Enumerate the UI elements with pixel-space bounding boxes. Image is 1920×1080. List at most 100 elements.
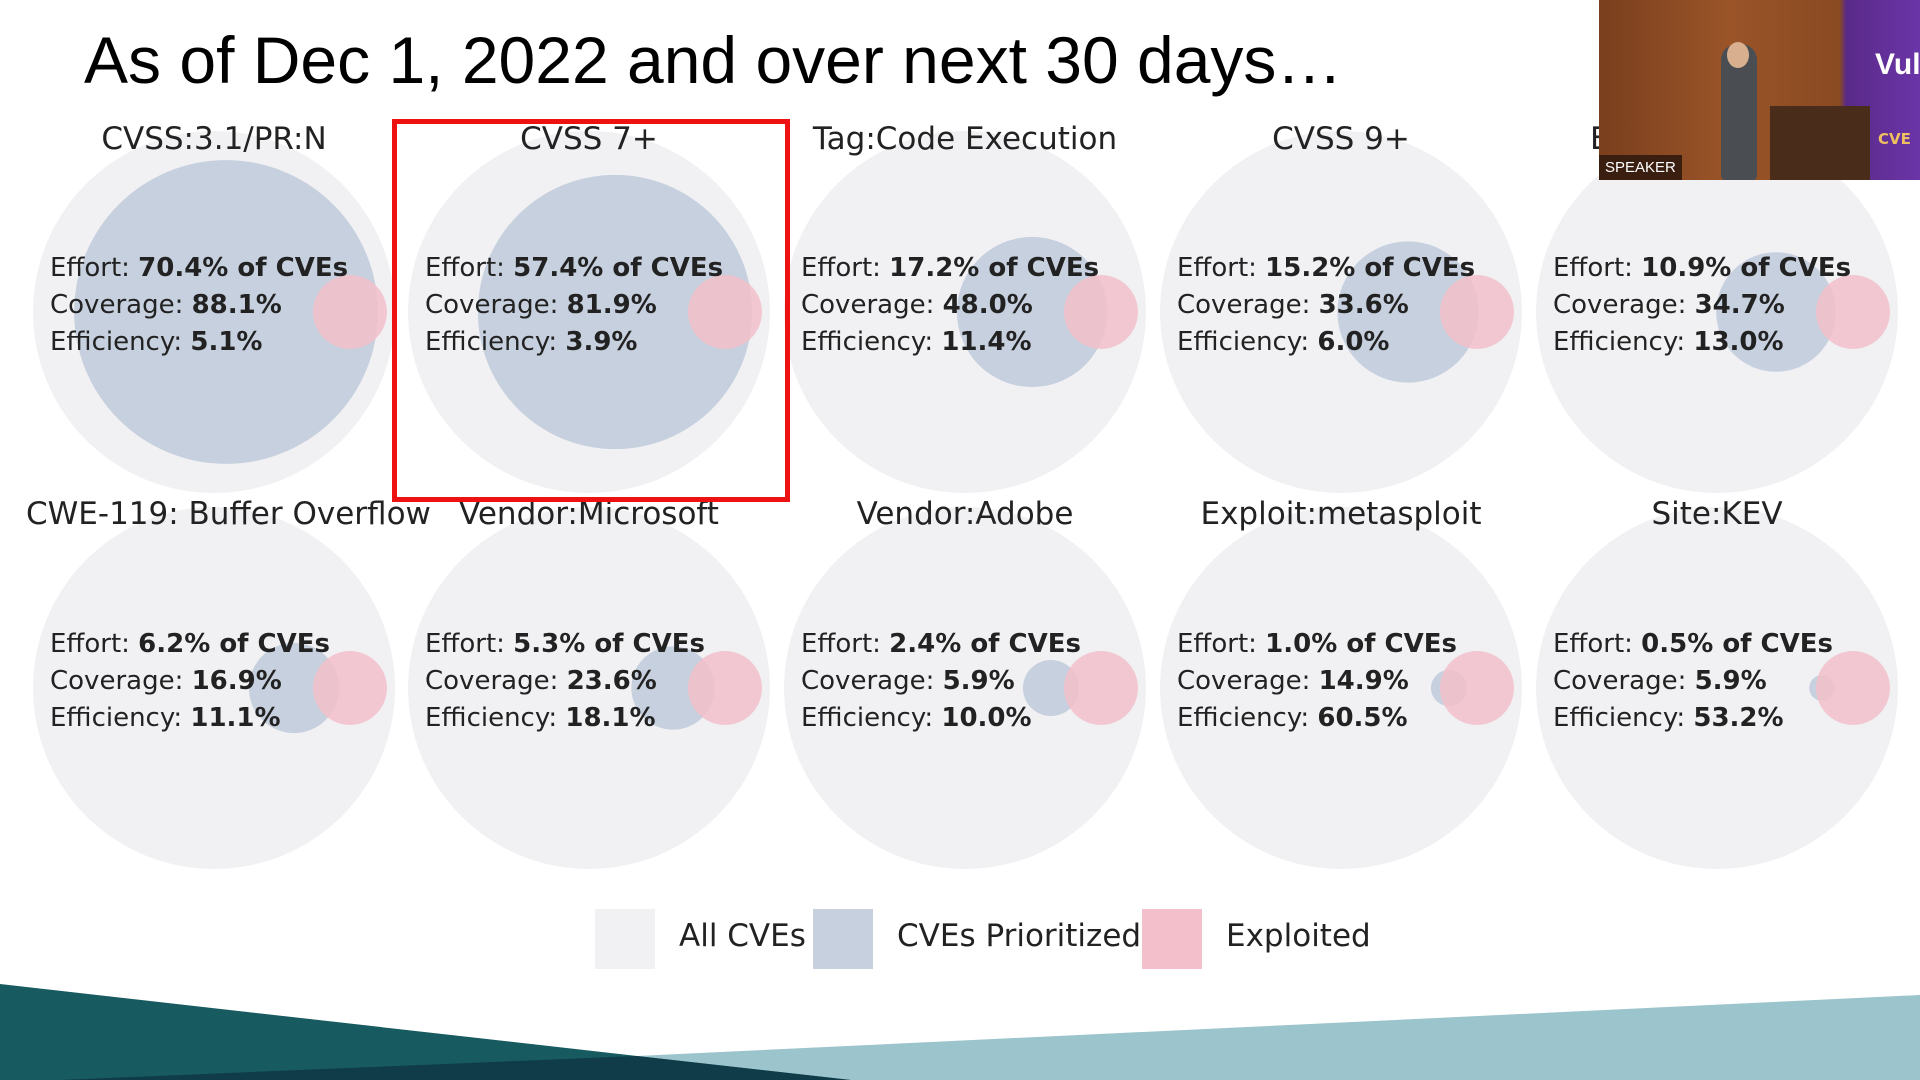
footer-light-band (637, 995, 1920, 1080)
effort-value: 70.4% (138, 253, 229, 283)
coverage-line: Coverage: 81.9% (425, 290, 657, 320)
coverage-line: Coverage: 33.6% (1177, 290, 1409, 320)
coverage-value: 5.9% (1694, 666, 1767, 696)
all-cves-circle (408, 507, 770, 869)
efficiency-value: 60.5% (1317, 703, 1408, 733)
efficiency-line: Efficiency: 18.1% (425, 703, 656, 733)
effort-line: Effort: 57.4% of CVEs (425, 253, 724, 283)
coverage-line: Coverage: 23.6% (425, 666, 657, 696)
efficiency-line: Efficiency: 10.0% (801, 703, 1032, 733)
prioritized-circle (1022, 659, 1080, 717)
podium (1770, 106, 1870, 180)
effort-line: Effort: 70.4% of CVEs (50, 253, 349, 283)
coverage-value: 33.6% (1318, 290, 1409, 320)
legend-label-prioritized: CVEs Prioritized (897, 918, 1142, 954)
coverage-value: 14.9% (1318, 666, 1409, 696)
exploited-circle (313, 275, 387, 349)
efficiency-value: 5.1% (190, 327, 263, 357)
coverage-line: Coverage: 34.7% (1553, 290, 1785, 320)
legend-label-all-cves: All CVEs (679, 918, 806, 954)
efficiency-line: Efficiency: 53.2% (1553, 703, 1784, 733)
efficiency-line: Efficiency: 11.4% (801, 327, 1032, 357)
effort-line: Effort: 15.2% of CVEs (1177, 253, 1476, 283)
efficiency-value: 11.1% (190, 703, 281, 733)
effort-line: Effort: 1.0% of CVEs (1177, 629, 1457, 659)
speaker-tag: SPEAKER (1599, 155, 1682, 180)
panel-title: CVSS 7+ (520, 121, 658, 157)
slide-title: As of Dec 1, 2022 and over next 30 days… (84, 23, 1343, 97)
all-cves-circle (1160, 507, 1522, 869)
panel-stats: Effort: 2.4% of CVEs Coverage: 5.9% Effici… (801, 626, 1081, 737)
exploited-circle (1816, 651, 1890, 725)
effort-value: 0.5% (1641, 629, 1714, 659)
exploited-circle (313, 651, 387, 725)
efficiency-line: Efficiency: 3.9% (425, 327, 638, 357)
panel-title: Site:KEV (1651, 496, 1783, 532)
panel-stats: Effort: 70.4% of CVEs Coverage: 88.1% Effi… (50, 250, 348, 361)
effort-value: 2.4% (889, 629, 962, 659)
panel-title: Vendor:Adobe (856, 496, 1074, 532)
efficiency-line: Efficiency: 13.0% (1553, 327, 1784, 357)
coverage-value: 81.9% (566, 290, 657, 320)
efficiency-line: Efficiency: 11.1% (50, 703, 281, 733)
effort-value: 15.2% (1265, 253, 1356, 283)
exploited-circle (1440, 651, 1514, 725)
all-cves-circle (33, 507, 395, 869)
speaker-video[interactable]: Vuln CVE SPEAKER (1599, 0, 1920, 180)
exploited-circle (1064, 651, 1138, 725)
effort-line: Effort: 2.4% of CVEs (801, 629, 1081, 659)
effort-line: Effort: 5.3% of CVEs (425, 629, 705, 659)
effort-line: Effort: 17.2% of CVEs (801, 253, 1100, 283)
exploited-circle (688, 275, 762, 349)
coverage-value: 5.9% (942, 666, 1015, 696)
effort-value: 57.4% (513, 253, 604, 283)
panel-stats: Effort: 17.2% of CVEs Coverage: 48.0% Effi… (801, 250, 1099, 361)
prioritized-circle (477, 174, 753, 450)
coverage-value: 23.6% (566, 666, 657, 696)
efficiency-line: Efficiency: 60.5% (1177, 703, 1408, 733)
coverage-value: 48.0% (942, 290, 1033, 320)
panel-stats: Effort: 6.2% of CVEs Coverage: 16.9% Effic… (50, 626, 330, 737)
panel-stats: Effort: 10.9% of CVEs Coverage: 34.7% Effi… (1553, 250, 1851, 361)
efficiency-value: 10.0% (941, 703, 1032, 733)
prioritized-circle (248, 642, 340, 734)
legend-swatch-all-cves (595, 909, 655, 969)
effort-value: 10.9% (1641, 253, 1732, 283)
prioritized-circle (1337, 241, 1479, 383)
efficiency-value: 11.4% (941, 327, 1032, 357)
panel-title: CWE-119: Buffer Overflow (26, 496, 431, 532)
panel-stats: Effort: 15.2% of CVEs Coverage: 33.6% Effi… (1177, 250, 1475, 361)
footer-darker-band (60, 1056, 851, 1080)
efficiency-value: 53.2% (1693, 703, 1784, 733)
panel-title: CVSS 9+ (1272, 121, 1410, 157)
prioritized-circle (74, 160, 378, 464)
panel-stats: Effort: 5.3% of CVEs Coverage: 23.6% Effic… (425, 626, 705, 737)
legend-swatch-exploited (1142, 909, 1202, 969)
panel-title: Exploit:metasploit (1200, 496, 1482, 532)
prioritized-circle (1716, 252, 1836, 372)
efficiency-value: 6.0% (1317, 327, 1390, 357)
panel-stats: Effort: 57.4% of CVEs Coverage: 81.9% Effi… (425, 250, 723, 361)
efficiency-value: 3.9% (565, 327, 638, 357)
coverage-line: Coverage: 5.9% (801, 666, 1015, 696)
effort-line: Effort: 0.5% of CVEs (1553, 629, 1833, 659)
panel-title: Vendor:Microsoft (459, 496, 719, 532)
coverage-line: Coverage: 5.9% (1553, 666, 1767, 696)
efficiency-line: Efficiency: 5.1% (50, 327, 263, 357)
effort-line: Effort: 10.9% of CVEs (1553, 253, 1852, 283)
prioritized-circle (956, 236, 1108, 388)
effort-value: 17.2% (889, 253, 980, 283)
efficiency-line: Efficiency: 6.0% (1177, 327, 1390, 357)
prioritized-circle (631, 646, 715, 730)
efficiency-value: 18.1% (565, 703, 656, 733)
panel-stats: Effort: 0.5% of CVEs Coverage: 5.9% Effici… (1553, 626, 1833, 737)
coverage-line: Coverage: 14.9% (1177, 666, 1409, 696)
coverage-value: 34.7% (1694, 290, 1785, 320)
effort-value: 5.3% (513, 629, 586, 659)
panel-title: CVSS:3.1/PR:N (101, 121, 327, 157)
coverage-line: Coverage: 16.9% (50, 666, 282, 696)
speaker-head (1727, 42, 1749, 68)
exploited-circle (1816, 275, 1890, 349)
exploited-circle (688, 651, 762, 725)
